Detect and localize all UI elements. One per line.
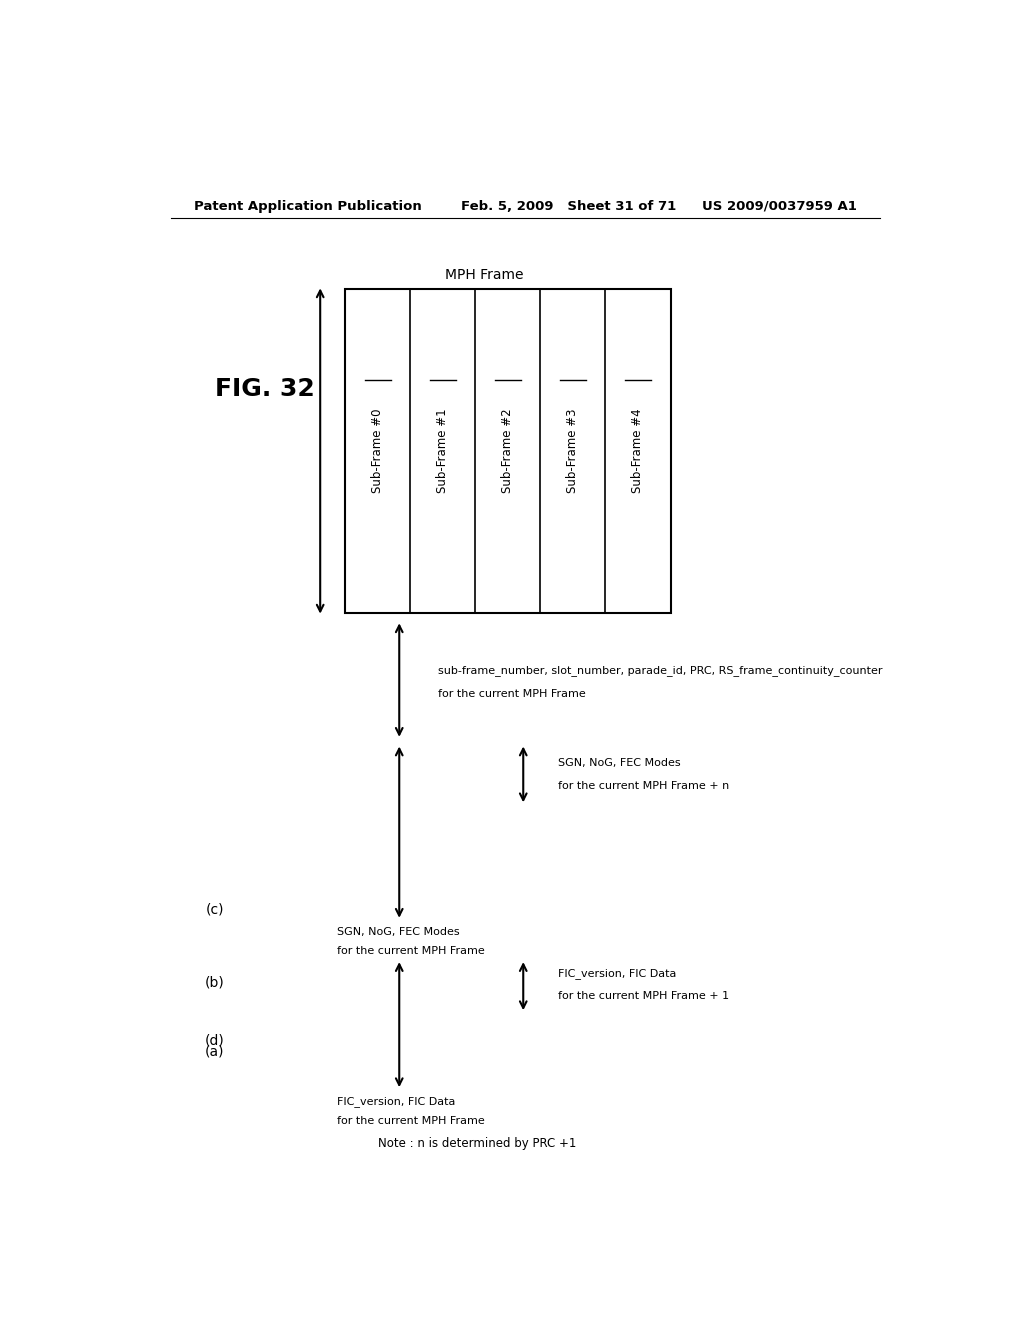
- Text: Sub-Frame #3: Sub-Frame #3: [566, 409, 580, 494]
- Text: sub-frame_number, slot_number, parade_id, PRC, RS_frame_continuity_counter: sub-frame_number, slot_number, parade_id…: [438, 665, 883, 676]
- Text: US 2009/0037959 A1: US 2009/0037959 A1: [701, 199, 856, 213]
- Bar: [345, 289, 671, 612]
- Text: Note : n is determined by PRC +1: Note : n is determined by PRC +1: [378, 1138, 575, 1151]
- Text: Sub-Frame #0: Sub-Frame #0: [371, 409, 384, 494]
- Text: Sub-Frame #2: Sub-Frame #2: [502, 409, 514, 494]
- Text: MPH Frame: MPH Frame: [445, 268, 523, 282]
- Text: SGN, NoG, FEC Modes: SGN, NoG, FEC Modes: [337, 927, 460, 937]
- Text: for the current MPH Frame + 1: for the current MPH Frame + 1: [558, 991, 729, 1001]
- Text: (b): (b): [205, 975, 224, 989]
- Text: (a): (a): [205, 1044, 224, 1059]
- Text: for the current MPH Frame: for the current MPH Frame: [337, 946, 485, 957]
- Text: Feb. 5, 2009   Sheet 31 of 71: Feb. 5, 2009 Sheet 31 of 71: [461, 199, 677, 213]
- Text: Patent Application Publication: Patent Application Publication: [194, 199, 422, 213]
- Text: FIC_version, FIC Data: FIC_version, FIC Data: [558, 968, 677, 978]
- Text: FIC_version, FIC Data: FIC_version, FIC Data: [337, 1096, 456, 1107]
- Text: for the current MPH Frame: for the current MPH Frame: [337, 1115, 485, 1126]
- Text: SGN, NoG, FEC Modes: SGN, NoG, FEC Modes: [558, 758, 681, 768]
- Text: for the current MPH Frame + n: for the current MPH Frame + n: [558, 781, 729, 791]
- Text: (d): (d): [205, 1034, 224, 1047]
- Text: Sub-Frame #4: Sub-Frame #4: [632, 409, 644, 494]
- Text: FIG. 32: FIG. 32: [215, 378, 314, 401]
- Text: Sub-Frame #1: Sub-Frame #1: [436, 409, 450, 494]
- Text: for the current MPH Frame: for the current MPH Frame: [438, 689, 586, 698]
- Text: (c): (c): [206, 902, 224, 916]
